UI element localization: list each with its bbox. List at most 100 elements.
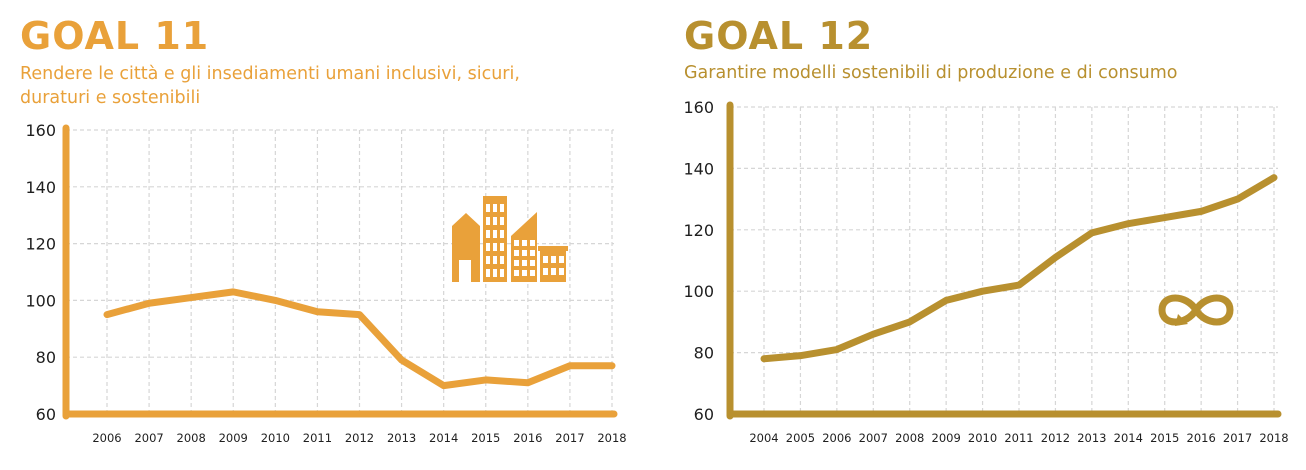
goal-12-data-point bbox=[1017, 283, 1021, 287]
goal-11-x-tick-label: 2006 bbox=[92, 431, 121, 445]
tower-window bbox=[486, 256, 490, 264]
tower-window bbox=[500, 269, 504, 277]
infinity-arrow bbox=[1175, 314, 1188, 326]
goal-11-x-tick-label: 2008 bbox=[177, 431, 206, 445]
goal-12-y-tick-label: 140 bbox=[683, 159, 714, 178]
goal-12-data-point bbox=[1090, 231, 1094, 235]
tower-window bbox=[500, 256, 504, 264]
tower-window bbox=[493, 243, 497, 251]
goal-11-x-tick-label: 2014 bbox=[429, 431, 458, 445]
goal-11-x-tick-label: 2012 bbox=[345, 431, 374, 445]
goal-12-panel: GOAL 12 Garantire modelli sostenibili di… bbox=[670, 0, 1306, 470]
slanted-window bbox=[530, 260, 535, 266]
low-building bbox=[540, 246, 566, 282]
goal-12-data-point bbox=[871, 332, 875, 336]
goal-11-line-chart: 60 80 100 120 140 160 2006 2007 2008 2009 2010 2011… bbox=[25, 121, 626, 445]
goal-11-data-point bbox=[484, 378, 488, 382]
goal-12-y-tick-label: 160 bbox=[683, 98, 714, 117]
goal-11-subtitle-line-2: duraturi e sostenibili bbox=[20, 88, 201, 108]
low-window bbox=[543, 268, 548, 275]
goal-11-data-point bbox=[105, 313, 109, 317]
low-window bbox=[551, 256, 556, 263]
goal-11-data-point bbox=[231, 290, 235, 294]
goal-12-data-point bbox=[1053, 255, 1057, 259]
goal-11-x-tick-label: 2007 bbox=[134, 431, 163, 445]
goal-12-data-point bbox=[835, 348, 839, 352]
goal-11-data-point bbox=[526, 381, 530, 385]
goal-11-subtitle-line-1: Rendere le città e gli insediamenti uman… bbox=[20, 64, 520, 84]
goal-12-x-tick-label: 2010 bbox=[968, 431, 997, 445]
goal-12-x-tick-label: 2016 bbox=[1187, 431, 1216, 445]
goal-11-subtitle: Rendere le città e gli insediamenti uman… bbox=[20, 62, 620, 110]
goal-12-data-point bbox=[1199, 209, 1203, 213]
slanted-window bbox=[514, 240, 519, 246]
tower-window bbox=[493, 230, 497, 238]
goal-12-data-point bbox=[981, 289, 985, 293]
goal-11-y-tick-label: 140 bbox=[25, 178, 56, 197]
goal-12-x-tick-label: 2006 bbox=[822, 431, 851, 445]
goal-11-data-point bbox=[568, 364, 572, 368]
slanted-window bbox=[530, 270, 535, 276]
tower-window bbox=[486, 217, 490, 225]
goal-11-y-tick-label: 120 bbox=[25, 235, 56, 254]
tower-window bbox=[486, 230, 490, 238]
tower-window bbox=[493, 256, 497, 264]
goal-11-data-point bbox=[315, 310, 319, 314]
tower-window bbox=[486, 204, 490, 212]
low-window bbox=[559, 268, 564, 275]
goal-12-x-tick-label: 2014 bbox=[1114, 431, 1143, 445]
goal-12-line-chart: 60 80 100 120 140 160 2004 2005 2006 2007 2008 2009… bbox=[683, 98, 1288, 445]
goal-12-x-tick-label: 2011 bbox=[1004, 431, 1033, 445]
goal-12-x-tick-label: 2009 bbox=[932, 431, 961, 445]
goal-12-x-tick-label: 2018 bbox=[1259, 431, 1288, 445]
goal-11-x-tick-label: 2011 bbox=[303, 431, 332, 445]
goal-12-data-point bbox=[1126, 222, 1130, 226]
goal-11-x-tick-label: 2015 bbox=[471, 431, 500, 445]
goal-11-y-tick-label: 160 bbox=[25, 121, 56, 140]
goal-12-y-tick-label: 60 bbox=[694, 405, 714, 424]
goal-11-data-point bbox=[147, 301, 151, 305]
goal-11-x-tick-label: 2013 bbox=[387, 431, 416, 445]
goal-11-title: GOAL 11 bbox=[20, 14, 210, 58]
tower-window bbox=[500, 230, 504, 238]
goal-11-data-point bbox=[442, 384, 446, 388]
goal-12-x-tick-label: 2013 bbox=[1077, 431, 1106, 445]
infinity-loop-icon bbox=[1158, 294, 1234, 326]
tower-window bbox=[493, 204, 497, 212]
goal-11-data-point bbox=[189, 296, 193, 300]
goal-12-data-point bbox=[1163, 216, 1167, 220]
goal-11-x-tick-label: 2016 bbox=[513, 431, 542, 445]
goal-11-y-tick-label: 100 bbox=[25, 291, 56, 310]
goal-12-data-point bbox=[908, 320, 912, 324]
goal-12-data-point bbox=[1236, 197, 1240, 201]
low-roof bbox=[538, 246, 568, 251]
goal-12-data-point bbox=[762, 357, 766, 361]
city-buildings-icon bbox=[452, 196, 568, 282]
tower-window bbox=[493, 269, 497, 277]
goal-12-y-tick-label: 80 bbox=[694, 344, 714, 363]
goal-12-subtitle: Garantire modelli sostenibili di produzi… bbox=[684, 61, 1284, 85]
tower-window bbox=[500, 204, 504, 212]
goal-11-data-point bbox=[358, 313, 361, 317]
goal-12-y-tick-label: 100 bbox=[683, 282, 714, 301]
tower-window bbox=[486, 243, 490, 251]
slanted-window bbox=[530, 240, 535, 246]
slanted-window bbox=[522, 260, 527, 266]
goal-12-y-tick-label: 120 bbox=[683, 221, 714, 240]
goal-12-data-point bbox=[798, 354, 802, 358]
goal-11-x-tick-label: 2010 bbox=[261, 431, 290, 445]
slanted-window bbox=[522, 240, 527, 246]
goal-11-x-tick-label: 2009 bbox=[219, 431, 248, 445]
goal-12-grid bbox=[730, 106, 1278, 415]
slanted-window bbox=[522, 250, 527, 256]
low-window bbox=[543, 256, 548, 263]
goal-11-y-tick-label: 80 bbox=[36, 348, 56, 367]
goal-11-x-tick-label: 2018 bbox=[597, 431, 626, 445]
goal-12-data-point bbox=[1272, 176, 1276, 180]
goal-11-panel: GOAL 11 Rendere le città e gli insediame… bbox=[0, 0, 640, 470]
slanted-window bbox=[514, 260, 519, 266]
goal-12-x-tick-label: 2008 bbox=[895, 431, 924, 445]
slanted-window bbox=[514, 270, 519, 276]
slanted-window bbox=[514, 250, 519, 256]
goal-12-subtitle-line-1: Garantire modelli sostenibili di produzi… bbox=[684, 63, 1178, 83]
